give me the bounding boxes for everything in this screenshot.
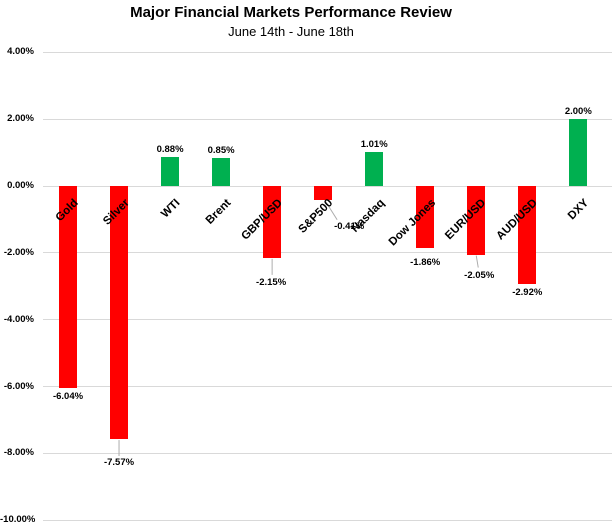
data-label-wti: 0.88% — [156, 143, 184, 155]
gridline — [43, 118, 612, 120]
gridline — [43, 51, 612, 53]
y-axis-tick-label: -10.00% — [0, 514, 36, 526]
data-label-nasdaq: 1.01% — [360, 139, 388, 151]
data-label-gbp-usd: -2.15% — [256, 276, 287, 288]
bar-dow-jones[interactable] — [416, 186, 435, 249]
y-axis-tick-label: 0.00% — [7, 180, 34, 191]
gridline — [43, 252, 612, 254]
data-label-gold: -6.04% — [52, 390, 84, 402]
category-label-s-p500: S&P500 — [296, 197, 336, 236]
chart-subtitle: June 14th - June 18th — [228, 24, 354, 39]
category-label-wti: WTI — [159, 197, 183, 221]
y-axis-tick-label: 2.00% — [7, 113, 34, 125]
bar-nasdaq[interactable] — [365, 152, 384, 186]
bar-aud-usd[interactable] — [518, 186, 537, 284]
data-label-brent: 0.85% — [207, 144, 235, 156]
y-axis-tick-label: 4.00% — [7, 46, 34, 58]
data-label-eur-usd: -2.05% — [464, 269, 495, 281]
data-label-dxy: 2.00% — [564, 106, 592, 118]
chart-title: Major Financial Markets Performance Revi… — [130, 4, 452, 21]
y-axis-tick-label: -6.00% — [3, 380, 34, 392]
category-label-nasdaq: Nasdaq — [348, 197, 387, 235]
bar-eur-usd[interactable] — [467, 186, 486, 255]
bar-silver[interactable] — [110, 186, 129, 440]
gridline — [43, 386, 612, 388]
bar-wti[interactable] — [161, 156, 180, 186]
y-axis-tick-label: -2.00% — [3, 246, 34, 258]
y-axis-tick-label: -8.00% — [3, 447, 34, 459]
bar-gbp-usd[interactable] — [263, 186, 282, 258]
data-label-dow-jones: -1.86% — [410, 256, 441, 268]
category-label-dxy: DXY — [565, 197, 591, 223]
gridline — [43, 452, 612, 454]
data-label-silver: -7.57% — [103, 457, 135, 469]
data-label-aud-usd: -2.92% — [512, 286, 543, 298]
data-label-s-p500: -0.41% — [334, 220, 365, 232]
leader-line — [475, 255, 479, 268]
gridline — [43, 519, 612, 521]
bar-dxy[interactable] — [569, 119, 588, 186]
bar-s-p500[interactable] — [314, 186, 333, 200]
category-label-brent: Brent — [203, 197, 234, 227]
bar-gold[interactable] — [59, 186, 77, 388]
gridline — [43, 319, 612, 321]
bar-brent[interactable] — [212, 157, 231, 186]
y-axis-tick-label: -4.00% — [3, 313, 34, 325]
